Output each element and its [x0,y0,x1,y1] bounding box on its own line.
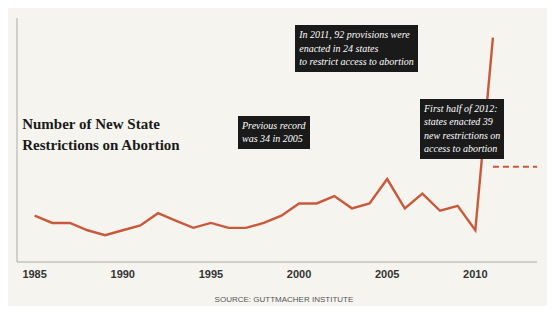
svg-text:1995: 1995 [199,268,223,280]
svg-text:2000: 2000 [287,268,311,280]
html-text:Number of New State Restrictio: Number of New State Restrictions on Abor… [22,116,180,154]
html-text:SOURCE: GUTTMACHER INSTITUTE: SOURCE: GUTTMACHER INSTITUTE [214,295,354,304]
svg-text:1985: 1985 [22,268,46,280]
svg-text:1990: 1990 [111,268,135,280]
html-text:Previous record was 34 in 2005: Previous record was 34 in 2005 [242,119,306,145]
svg-text:2005: 2005 [375,268,399,280]
html-text:In 2011, 92 provisions were en: In 2011, 92 provisions were enacted in 2… [299,29,414,68]
html-text:First half of 2012: states ena: First half of 2012: states enacted 39 ne… [424,102,501,154]
svg-text:2010: 2010 [463,268,487,280]
